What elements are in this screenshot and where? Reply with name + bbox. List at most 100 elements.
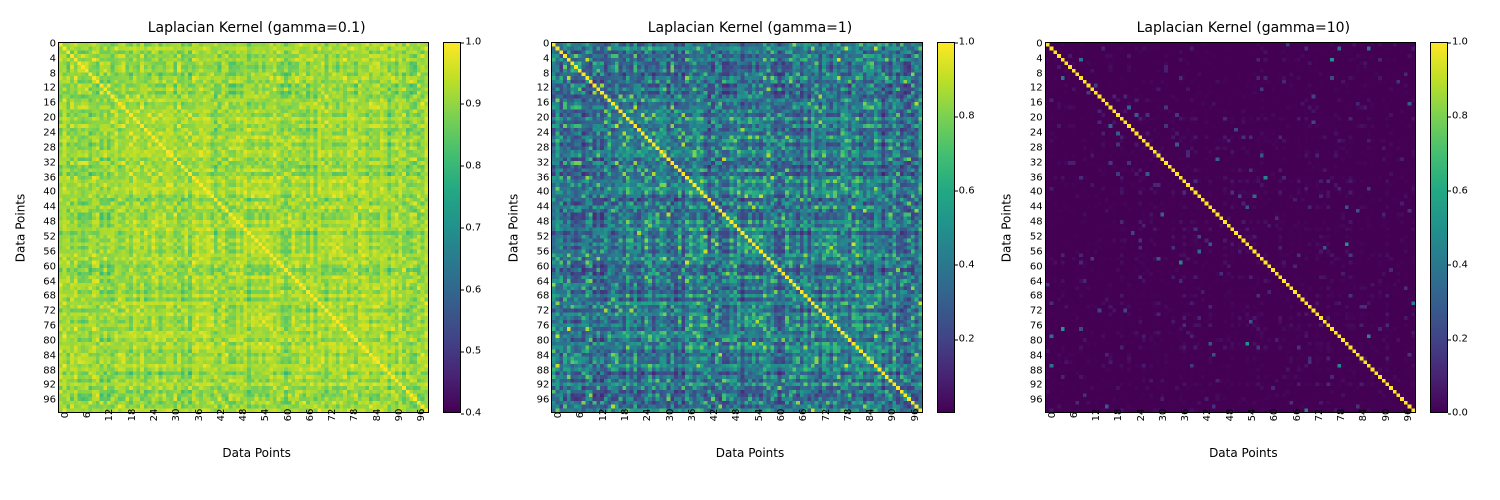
ytick: 40 (43, 187, 56, 198)
colorbar-ticks: 0.40.50.60.70.80.91.0 (461, 42, 503, 413)
xtick: 54 (754, 409, 765, 422)
xtick: 60 (283, 409, 294, 422)
ytick: 92 (1030, 380, 1043, 391)
ytick: 4 (1036, 53, 1042, 64)
xtick: 36 (1180, 409, 1191, 422)
xtick: 84 (1358, 409, 1369, 422)
ytick: 64 (537, 276, 550, 287)
xtick: 18 (620, 409, 631, 422)
xtick: 42 (709, 409, 720, 422)
heatmap (551, 42, 922, 413)
panel-gamma-10: Laplacian Kernel (gamma=10)Data Points04… (997, 20, 1490, 460)
ytick: 24 (43, 127, 56, 138)
colorbar-tick: 0.8 (1452, 111, 1468, 122)
xtick: 48 (1225, 409, 1236, 422)
ytick: 20 (43, 113, 56, 124)
xtick: 0 (1047, 412, 1058, 418)
ytick: 76 (43, 321, 56, 332)
ytick: 48 (1030, 217, 1043, 228)
colorbar-tick: 0.6 (1452, 185, 1468, 196)
ytick: 36 (537, 172, 550, 183)
ytick-col: 0481216202428323640444852566064687276808… (1017, 42, 1045, 413)
xtick: 48 (238, 409, 249, 422)
ytick: 32 (537, 157, 550, 168)
heatmap (58, 42, 429, 413)
ytick: 12 (537, 83, 550, 94)
ytick: 16 (43, 98, 56, 109)
colorbar-tick: 0.4 (959, 259, 975, 270)
ytick: 40 (1030, 187, 1043, 198)
xtick: 72 (821, 409, 832, 422)
ytick: 80 (43, 335, 56, 346)
figure: Laplacian Kernel (gamma=0.1)Data Points0… (0, 0, 1500, 500)
ytick: 32 (43, 157, 56, 168)
ytick: 96 (537, 395, 550, 406)
colorbar: 0.40.50.60.70.80.91.0 (443, 42, 503, 413)
colorbar-tick: 0.8 (465, 160, 481, 171)
ytick: 88 (43, 365, 56, 376)
panel-title: Laplacian Kernel (gamma=0.1) (10, 20, 503, 36)
colorbar-gradient (1430, 42, 1448, 413)
ytick: 84 (537, 350, 550, 361)
xtick: 66 (1292, 409, 1303, 422)
ytick: 52 (43, 231, 56, 242)
ytick: 24 (537, 127, 550, 138)
ytick: 68 (537, 291, 550, 302)
ytick: 0 (50, 38, 56, 49)
ytick: 44 (43, 202, 56, 213)
xtick: 0 (60, 412, 71, 418)
ytick: 36 (43, 172, 56, 183)
xtick: 66 (798, 409, 809, 422)
ylabel-container: Data Points (10, 42, 30, 413)
xtick: 60 (1269, 409, 1280, 422)
ytick: 84 (43, 350, 56, 361)
heatmap-canvas (551, 42, 922, 413)
plot-row: Data Points04812162024283236404448525660… (503, 42, 996, 413)
colorbar-tick: 0.6 (959, 185, 975, 196)
colorbar-tick: 0.6 (465, 284, 481, 295)
xtick: 90 (1381, 409, 1392, 422)
xlabel: Data Points (503, 446, 996, 460)
xtick: 84 (865, 409, 876, 422)
ytick: 60 (1030, 261, 1043, 272)
ylabel-container: Data Points (997, 42, 1017, 413)
ytick: 8 (1036, 68, 1042, 79)
ytick: 4 (543, 53, 549, 64)
colorbar: 0.00.20.40.60.81.0 (1430, 42, 1490, 413)
xtick: 36 (687, 409, 698, 422)
ylabel: Data Points (1000, 193, 1014, 262)
ytick: 52 (537, 231, 550, 242)
ytick: 8 (50, 68, 56, 79)
colorbar-tick: 0.7 (465, 222, 481, 233)
ytick: 68 (1030, 291, 1043, 302)
ytick: 60 (537, 261, 550, 272)
xtick: 96 (910, 409, 921, 422)
ytick: 56 (1030, 246, 1043, 257)
colorbar-tick: 1.0 (465, 37, 481, 48)
ytick: 44 (537, 202, 550, 213)
colorbar-tick: 0.5 (465, 346, 481, 357)
ytick: 4 (50, 53, 56, 64)
panel-title: Laplacian Kernel (gamma=1) (503, 20, 996, 36)
ytick: 28 (1030, 142, 1043, 153)
ytick: 76 (537, 321, 550, 332)
ytick: 48 (43, 217, 56, 228)
xtick-row: 06121824303642485460667278849096 (58, 413, 429, 448)
xtick: 24 (642, 409, 653, 422)
ytick: 72 (1030, 306, 1043, 317)
ytick: 76 (1030, 321, 1043, 332)
ytick: 60 (43, 261, 56, 272)
xtick: 90 (394, 409, 405, 422)
xtick: 12 (104, 409, 115, 422)
colorbar-tick: 0.2 (1452, 334, 1468, 345)
ytick: 16 (1030, 98, 1043, 109)
xtick: 78 (349, 409, 360, 422)
heatmap (1045, 42, 1416, 413)
panel-gamma-0p1: Laplacian Kernel (gamma=0.1) Data Points 0… (10, 20, 503, 460)
xtick: 30 (665, 409, 676, 422)
xtick: 42 (216, 409, 227, 422)
ytick: 80 (1030, 335, 1043, 346)
ytick: 20 (537, 113, 550, 124)
xtick-row: 06121824303642485460667278849096 (551, 413, 922, 448)
xtick: 78 (1336, 409, 1347, 422)
